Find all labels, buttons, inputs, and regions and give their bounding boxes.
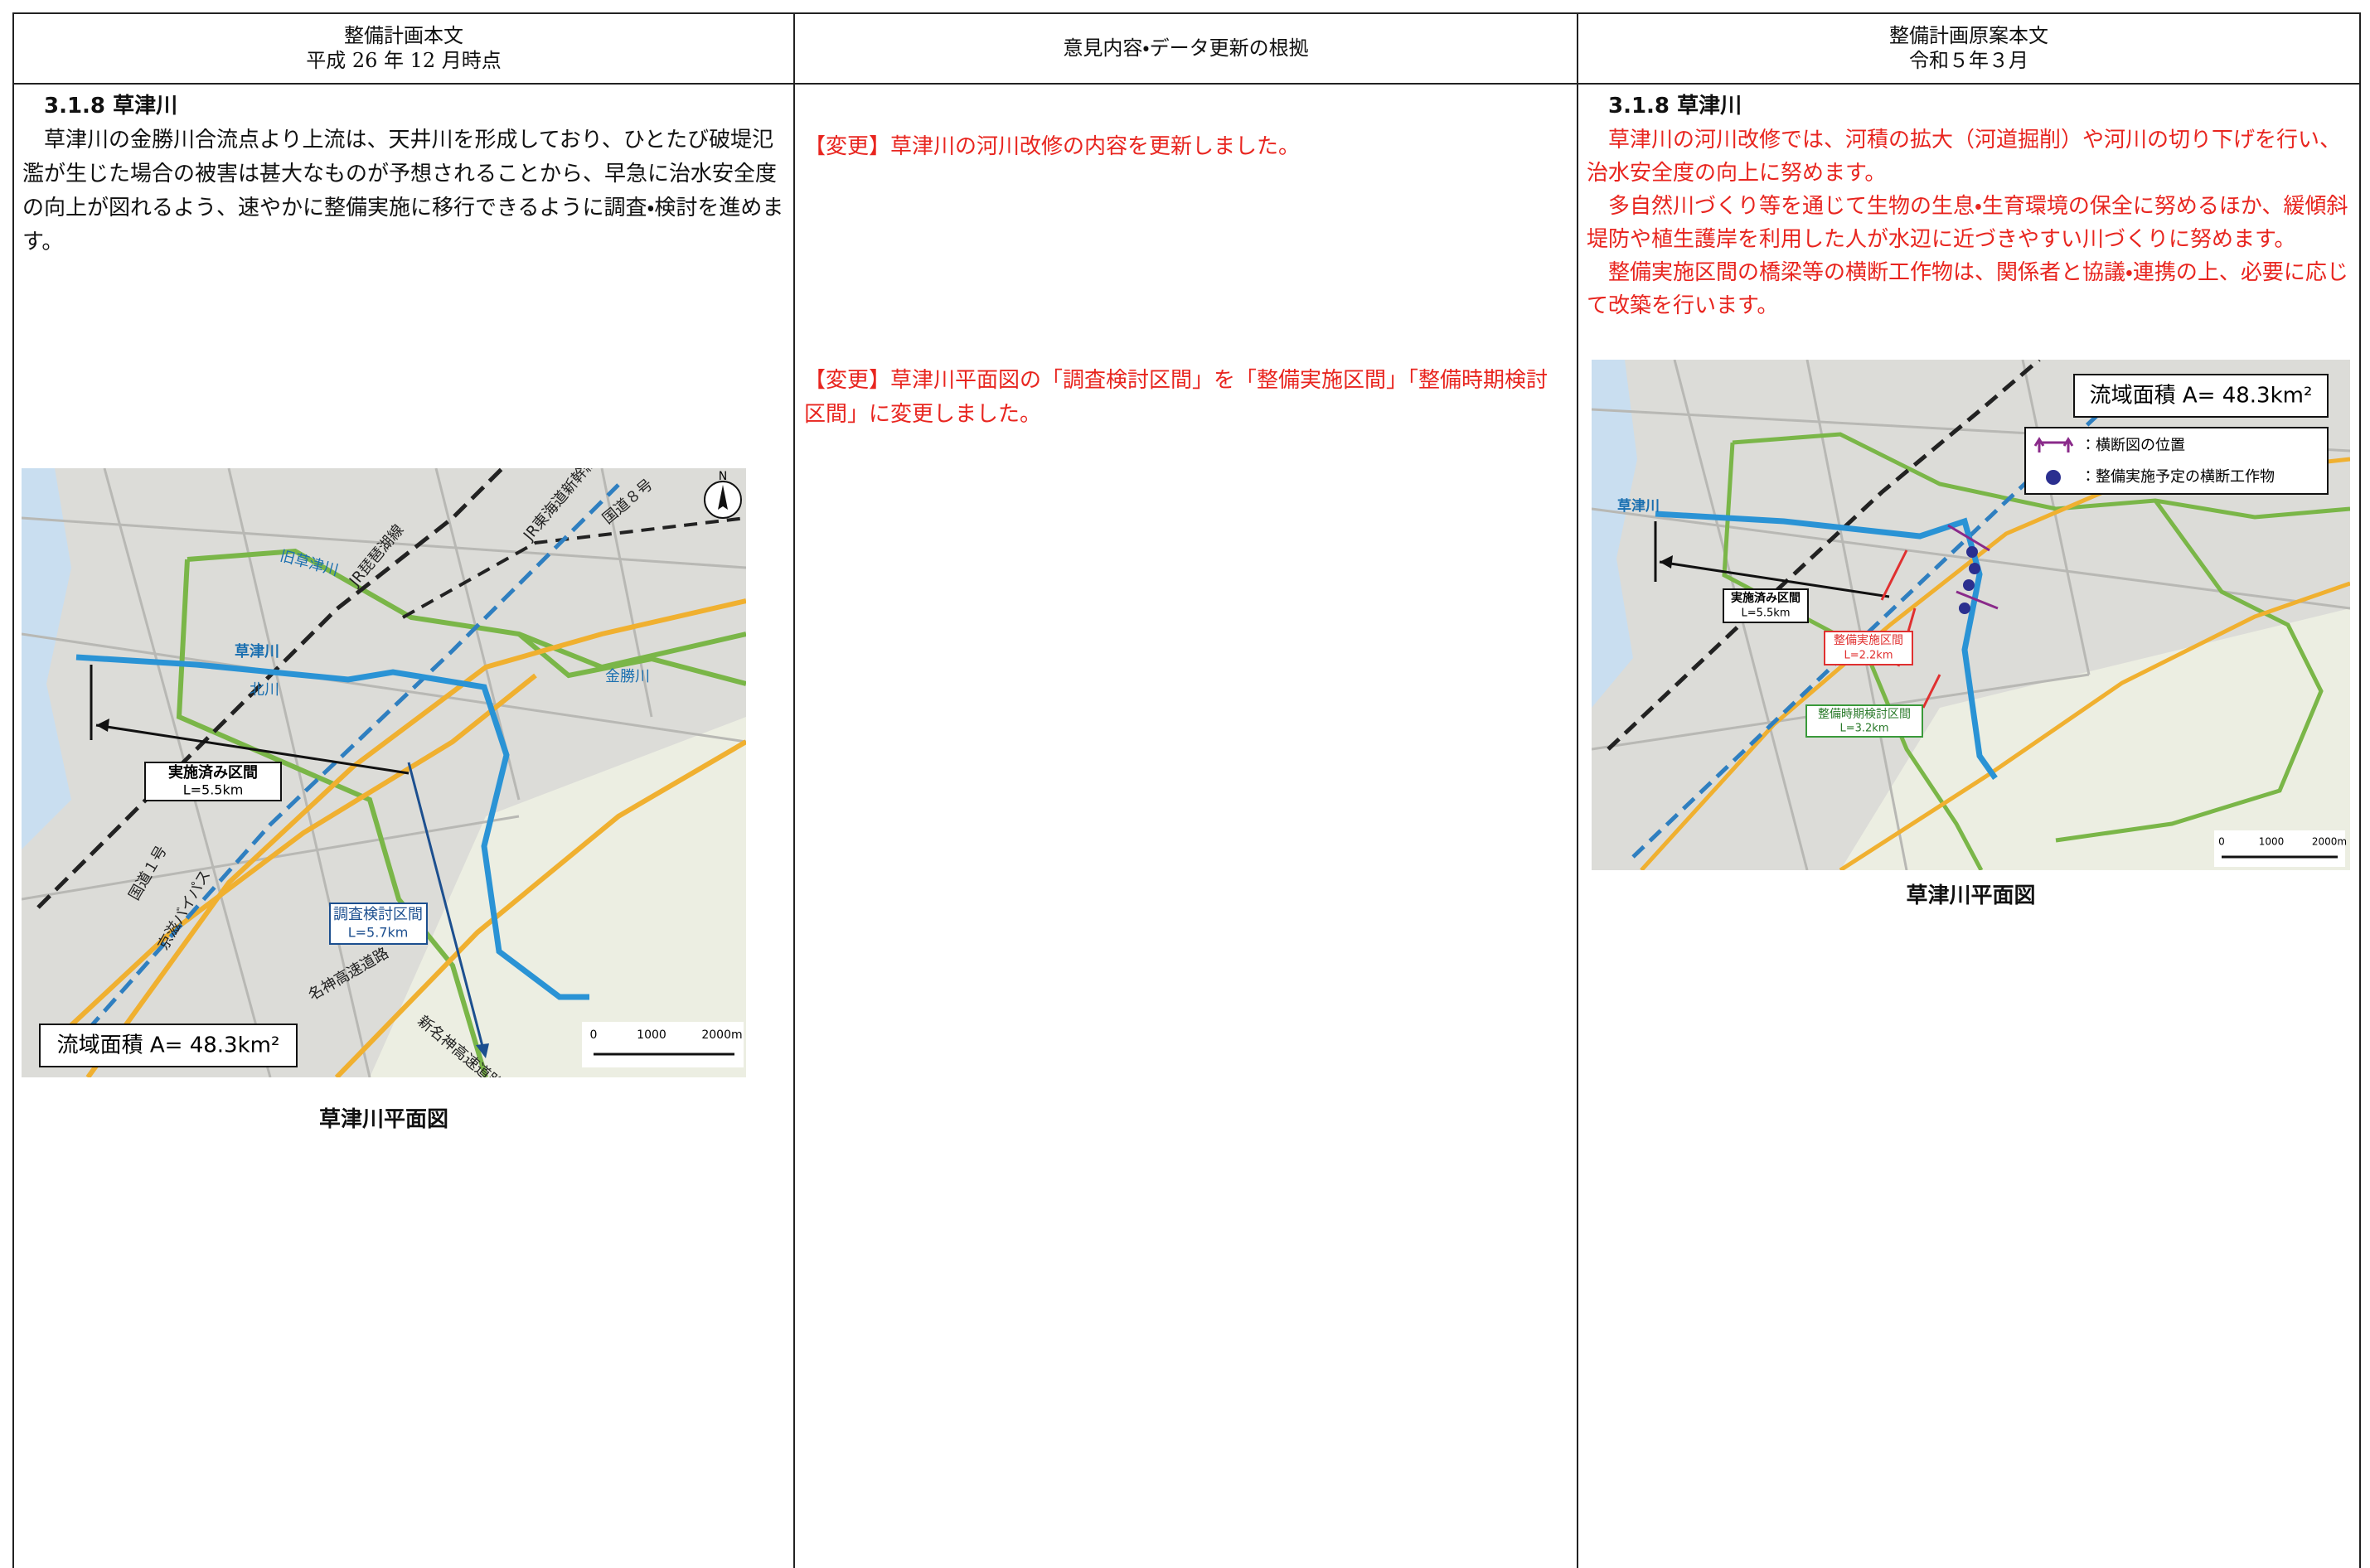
section-length: L=2.2km bbox=[1844, 650, 1893, 662]
section-name: 整備実施区間 bbox=[1834, 634, 1903, 647]
figure-caption: 草津川平面図 bbox=[1906, 883, 2036, 908]
figure-caption: 草津川平面図 bbox=[318, 1107, 448, 1132]
map-label: 金勝川 bbox=[605, 668, 650, 685]
scale-box bbox=[582, 1022, 744, 1067]
current-map: 草津川 北川 金勝川 旧草津川 JR琵琶湖線 JR東海道新幹線 国道８号 国道１… bbox=[22, 468, 746, 1077]
section-length: L=3.2km bbox=[1839, 723, 1888, 735]
column-header: 意見内容・データ更新の根拠 bbox=[795, 12, 1577, 83]
table-border bbox=[12, 12, 14, 1568]
scale-label: 1000 bbox=[2259, 836, 2285, 848]
legend-symbol bbox=[2046, 470, 2061, 485]
header-subtitle: 令和５年３月 bbox=[1909, 48, 2028, 72]
area-box bbox=[2073, 374, 2329, 418]
scale-label: 1000 bbox=[637, 1028, 666, 1042]
legend-label: ：横断図の位置 bbox=[2081, 437, 2185, 454]
section-name: 調査検討区間 bbox=[333, 906, 423, 923]
section-heading: 3.1.8 草津川 bbox=[1608, 94, 1742, 119]
scale-box bbox=[2214, 830, 2345, 867]
section-length: L=5.5km bbox=[1741, 607, 1790, 620]
map-label: 草津川 bbox=[235, 642, 279, 661]
shinkansen-line bbox=[70, 483, 620, 1050]
legend-symbol bbox=[2033, 437, 2074, 452]
section-length: L=5.7km bbox=[348, 925, 409, 941]
section-arrow bbox=[1659, 560, 1890, 598]
draft-map: 草津川 実施済み区間 L=5.5km 整備実施区間 L=2.2km 整備時期検討… bbox=[1592, 360, 2350, 870]
north-label: N bbox=[719, 470, 727, 483]
section-box bbox=[1723, 588, 1809, 623]
header-subtitle: 平成 26 年 12 月時点 bbox=[306, 48, 502, 72]
scale-label: 0 bbox=[590, 1028, 598, 1042]
paragraph: 草津川の金勝川合流点より上流は、天井川を形成しており、ひとたび破堤氾濫が生じた場… bbox=[22, 128, 784, 254]
paragraph: 多自然川づくり等を通じて生物の生息・生育環境の保全に努めるほか、緩傾斜堤防や植生… bbox=[1587, 194, 2348, 252]
table-border bbox=[2359, 12, 2361, 1568]
lake bbox=[1592, 360, 1637, 708]
section-heading: 3.1.8 草津川 bbox=[44, 94, 178, 119]
current-text: 3.1.8 草津川 草津川の金勝川合流点より上流は、天井川を形成しており、ひとた… bbox=[22, 90, 785, 259]
north-arrow bbox=[718, 485, 728, 510]
lake bbox=[22, 468, 71, 849]
section-name: 実施済み区間 bbox=[1731, 591, 1801, 605]
legend-label: ：整備実施予定の横断工作物 bbox=[2081, 468, 2275, 486]
arrow-head bbox=[96, 719, 109, 732]
column-header: 整備計画本文 平成 26 年 12 月時点 bbox=[14, 12, 793, 83]
map-label: 草津川 bbox=[1617, 497, 1660, 515]
paragraph: 草津川の河川改修では、河積の拡大（河道掘削）や河川の切り下げを行い、治水安全度の… bbox=[1587, 128, 2342, 186]
hill-area bbox=[1840, 608, 2350, 870]
green-roads bbox=[176, 548, 746, 1077]
section-arrow bbox=[407, 762, 486, 1053]
section-length: L=5.5km bbox=[183, 782, 244, 798]
area-box bbox=[39, 1024, 298, 1067]
rail-line bbox=[402, 516, 746, 619]
header-title: 整備計画本文 bbox=[344, 23, 463, 47]
paragraph: 整備実施区間の橋梁等の横断工作物は、関係者と協議・連携の上、必要に応じて改築を行… bbox=[1587, 260, 2348, 318]
river bbox=[75, 654, 589, 1000]
cross-section-marks bbox=[1947, 524, 1999, 610]
green-roads bbox=[1722, 432, 2350, 870]
orange-roads bbox=[44, 598, 746, 1077]
legend-box bbox=[2024, 427, 2329, 495]
reason: 【変更】草津川の河川改修の内容を更新しました。 bbox=[804, 134, 1301, 159]
table-border bbox=[793, 12, 795, 1568]
area-label: 流域面積 A= 48.3km² bbox=[57, 1033, 280, 1058]
section-name: 整備時期検討区間 bbox=[1818, 708, 1911, 721]
area-label: 流域面積 A= 48.3km² bbox=[2090, 384, 2313, 409]
scale-label: 0 bbox=[2218, 836, 2225, 848]
section-box bbox=[144, 762, 282, 801]
header-title: 意見内容・データ更新の根拠 bbox=[1063, 36, 1309, 60]
section-box bbox=[1824, 631, 1913, 665]
header-title: 整備計画原案本文 bbox=[1889, 23, 2048, 47]
table-border bbox=[12, 83, 2361, 85]
section-name: 実施済み区間 bbox=[168, 763, 258, 782]
hill-area bbox=[370, 717, 746, 1077]
scale-label: 2000m bbox=[2312, 836, 2347, 848]
map-label: 北川 bbox=[250, 681, 279, 699]
column-header: 整備計画原案本文 令和５年３月 bbox=[1578, 12, 2359, 83]
arrow-head bbox=[1660, 555, 1673, 569]
table-border bbox=[1577, 12, 1578, 1568]
section-box bbox=[329, 903, 428, 945]
section-arrow bbox=[95, 724, 410, 775]
arrow-head bbox=[476, 1043, 489, 1058]
section-box bbox=[1805, 704, 1923, 738]
draft-text: 3.1.8 草津川 草津川の河川改修では、河積の拡大（河道掘削）や河川の切り下げ… bbox=[1587, 90, 2353, 322]
rail-line bbox=[1607, 360, 2041, 751]
scale-label: 2000m bbox=[701, 1028, 742, 1042]
structure-markers bbox=[1959, 546, 1980, 614]
reason: 【変更】草津川平面図の「調査検討区間」を「整備実施区間」「整備時期検討区間」に変… bbox=[804, 368, 1548, 427]
table-border bbox=[12, 12, 2361, 14]
